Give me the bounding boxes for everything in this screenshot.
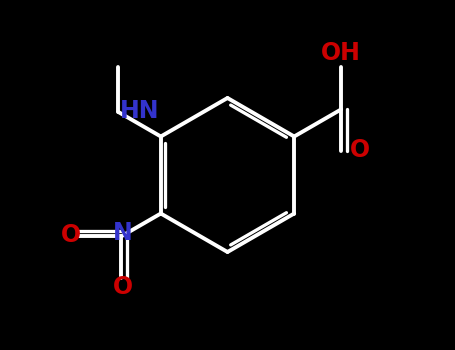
Text: OH: OH — [321, 41, 361, 64]
Text: N: N — [113, 222, 133, 245]
Text: O: O — [61, 223, 81, 246]
Text: O: O — [350, 138, 370, 162]
Text: O: O — [113, 275, 133, 299]
Text: HN: HN — [120, 99, 160, 123]
